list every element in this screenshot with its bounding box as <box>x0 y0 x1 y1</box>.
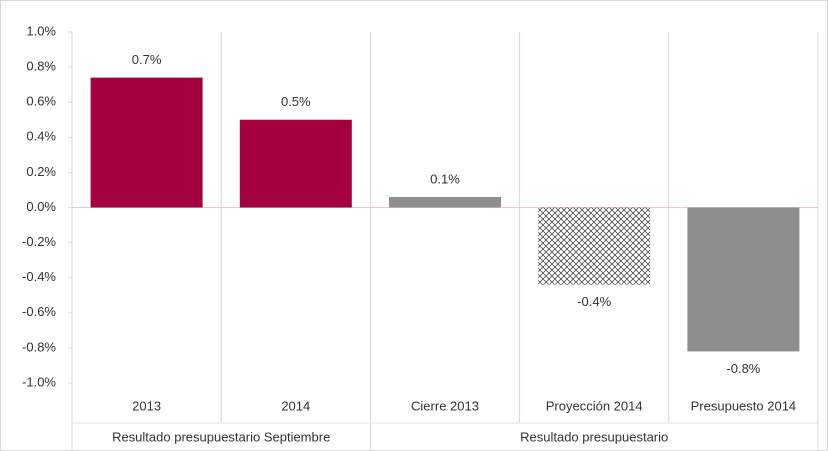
x-tick-label: Proyección 2014 <box>546 398 643 413</box>
group-label: Resultado presupuestario Septiembre <box>112 429 330 444</box>
bar <box>389 196 501 208</box>
data-label: 0.1% <box>430 171 460 186</box>
y-tick-label: 0.0% <box>26 199 56 214</box>
bar <box>90 77 203 208</box>
y-tick-label: 0.2% <box>26 164 56 179</box>
y-tick-label: 1.0% <box>26 23 56 38</box>
y-tick-label: -0.4% <box>22 269 56 284</box>
data-label: -0.8% <box>726 361 760 376</box>
y-tick-label: -0.2% <box>22 234 56 249</box>
y-tick-label: 0.8% <box>26 59 56 74</box>
x-tick-label: Cierre 2013 <box>411 398 479 413</box>
data-label: -0.4% <box>577 294 611 309</box>
y-tick-label: 0.6% <box>26 94 56 109</box>
bar <box>239 119 352 208</box>
data-label: 0.5% <box>281 94 311 109</box>
y-tick-label: 0.4% <box>26 129 56 144</box>
y-tick-label: -1.0% <box>22 374 56 389</box>
bar <box>538 207 651 285</box>
x-tick-label: Presupuesto 2014 <box>691 398 797 413</box>
x-tick-label: 2014 <box>281 398 310 413</box>
y-tick-label: -0.6% <box>22 304 56 319</box>
bar <box>687 207 800 352</box>
y-tick-label: -0.8% <box>22 339 56 354</box>
data-label: 0.7% <box>132 52 162 67</box>
x-tick-label: 2013 <box>132 398 161 413</box>
group-label: Resultado presupuestario <box>520 429 668 444</box>
